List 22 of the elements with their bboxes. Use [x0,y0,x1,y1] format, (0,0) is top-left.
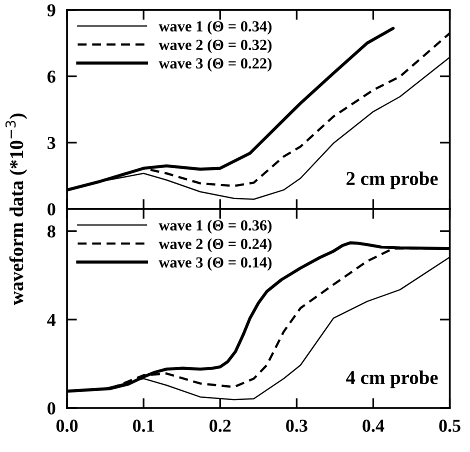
y-tick-label: 4 [47,314,56,326]
y-tick-label: 0 [48,402,56,414]
y-tick-label: 0 [48,203,56,216]
x-tick-label: 0.3 [286,420,308,432]
x-tick-label: 0.0 [56,420,78,432]
y-tick-label: 6 [48,70,56,83]
x-tick-label: 0.5 [439,420,460,432]
x-tick-label: 0.2 [210,420,231,432]
legend-label: wave 1 (Θ = 0.34) [158,20,272,35]
x-tick-label: 0.4 [362,420,384,432]
y-tick-label: 9 [47,4,56,16]
legend-label: wave 2 (Θ = 0.24) [158,238,272,252]
annotation: 4 cm probe [346,370,438,388]
legend-label: wave 3 (Θ = 0.22) [158,58,272,72]
y-tick-label: 3 [48,136,56,150]
legend-label: wave 1 (Θ = 0.36) [158,220,272,234]
legend-label: wave 2 (Θ = 0.32) [158,39,272,54]
y-tick-label: 8 [47,225,56,238]
legend-label: wave 3 (Θ = 0.14) [158,256,272,271]
x-tick-label: 0.1 [132,420,154,432]
annotation: 2 cm probe [346,171,438,190]
y-axis-title: waveform data (*10$^{−3}$) [5,114,28,306]
